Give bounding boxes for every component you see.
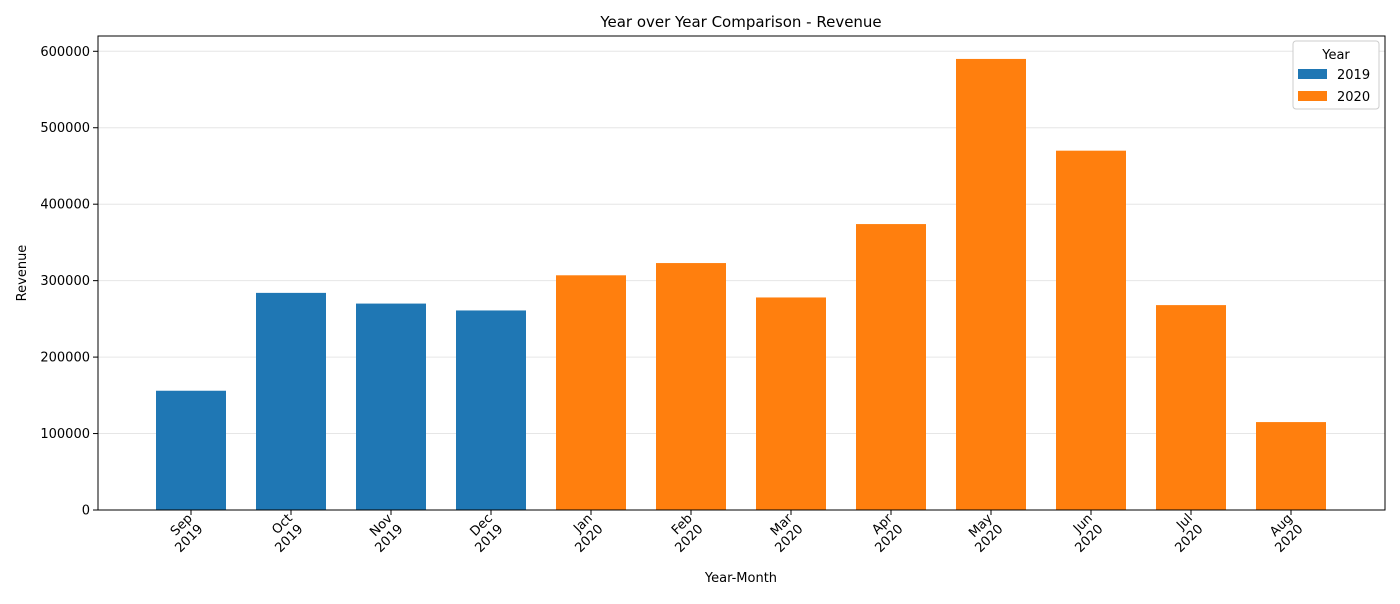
y-tick-label: 400000 <box>40 198 90 213</box>
legend-title: Year <box>1321 48 1350 63</box>
chart-title: Year over Year Comparison - Revenue <box>599 13 881 31</box>
y-tick-label: 0 <box>82 504 90 519</box>
plot-frame <box>97 35 1386 511</box>
bar-oct-2019 <box>256 292 326 510</box>
y-tick-label: 100000 <box>40 427 90 442</box>
bar-nov-2019 <box>356 303 426 510</box>
bar-jul-2020 <box>1156 305 1226 510</box>
bar-aug-2020 <box>1256 422 1326 510</box>
legend-swatch-2019 <box>1298 69 1327 79</box>
y-tick-label: 600000 <box>40 45 90 60</box>
bar-apr-2020 <box>856 224 926 510</box>
bar-jan-2020 <box>556 275 626 510</box>
y-axis-ticks: 0 100000 200000 300000 400000 500000 600000 <box>40 45 98 519</box>
x-axis-label: Year-Month <box>704 571 777 586</box>
bar-mar-2020 <box>756 297 826 510</box>
bar-jun-2020 <box>1056 150 1126 510</box>
legend-label-2019: 2019 <box>1337 68 1370 83</box>
bars <box>156 58 1326 510</box>
legend-label-2020: 2020 <box>1337 90 1370 105</box>
y-tick-label: 200000 <box>40 351 90 366</box>
bar-sep-2019 <box>156 390 226 510</box>
y-axis-label: Revenue <box>15 245 30 302</box>
bar-dec-2019 <box>456 310 526 510</box>
legend: Year 2019 2020 <box>1292 40 1380 110</box>
bar-feb-2020 <box>656 263 726 510</box>
y-tick-label: 500000 <box>40 121 90 136</box>
legend-swatch-2020 <box>1298 91 1327 101</box>
bar-may-2020 <box>956 58 1026 510</box>
y-tick-label: 300000 <box>40 274 90 289</box>
